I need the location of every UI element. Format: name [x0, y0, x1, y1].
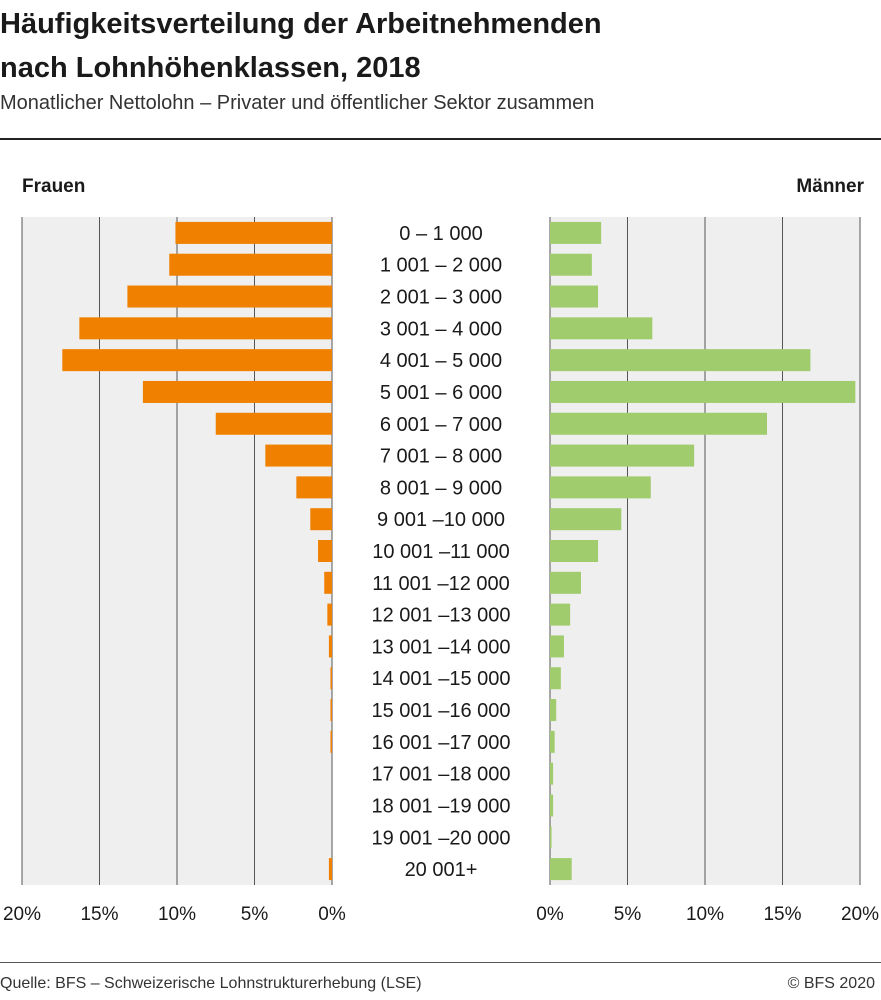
left-tick-label: 10%: [158, 904, 196, 925]
chart-title: Häufigkeitsverteilung der Arbeitnehmende…: [0, 8, 602, 84]
left-tick-label: 0%: [318, 904, 346, 925]
category-label: 6 001 – 7 000: [380, 414, 502, 436]
frauen-bar: [310, 508, 332, 531]
frauen-bar: [296, 476, 332, 499]
left-tick-label: 5%: [241, 904, 269, 925]
maenner-bar: [550, 317, 653, 340]
left-tick-label: 20%: [3, 904, 41, 925]
top-divider: [0, 138, 881, 140]
maenner-bar: [550, 221, 602, 244]
bottom-divider: [0, 962, 881, 963]
chart-subtitle: Monatlicher Nettolohn – Privater und öff…: [0, 92, 595, 114]
maenner-bar: [550, 635, 564, 658]
category-label: 11 001 –12 000: [372, 573, 510, 595]
category-label: 19 001 –20 000: [371, 827, 510, 849]
category-label: 9 001 –10 000: [377, 509, 505, 531]
frauen-bar: [215, 412, 332, 435]
frauen-bar: [175, 221, 332, 244]
category-label: 8 001 – 9 000: [380, 477, 502, 499]
category-label: 16 001 –17 000: [371, 732, 510, 754]
maenner-bar: [550, 540, 599, 562]
right-tick-label: 0%: [536, 904, 564, 925]
maenner-bar: [550, 444, 695, 467]
maenner-bar: [550, 380, 856, 403]
frauen-bar: [330, 667, 332, 690]
maenner-bar: [550, 858, 572, 881]
source-note: Quelle: BFS – Schweizerische Lohnstruktu…: [0, 975, 422, 992]
left-side-label: Frauen: [22, 176, 85, 197]
category-label: 2 001 – 3 000: [380, 287, 502, 309]
maenner-bar: [550, 476, 651, 499]
category-label: 4 001 – 5 000: [380, 350, 502, 372]
category-labels: 0 – 1 000 1 001 – 2 000 2 001 – 3 000 3 001…: [371, 223, 510, 881]
maenner-bar: [550, 699, 557, 722]
maenner-bar: [550, 667, 561, 690]
category-label: 10 001 –11 000: [372, 541, 510, 563]
frauen-bar: [79, 317, 332, 340]
right-side-label: Männer: [796, 176, 864, 197]
maenner-bar: [550, 508, 622, 531]
maenner-bar: [550, 603, 571, 626]
left-tick-label: 15%: [80, 904, 118, 925]
frauen-bar: [62, 349, 333, 372]
category-label: 12 001 –13 000: [371, 605, 510, 627]
frauen-panel: 20% 15% 10% 5% 0%: [3, 217, 346, 925]
maenner-panel: 0% 5% 10% 15% 20%: [536, 217, 879, 925]
category-label: 7 001 – 8 000: [380, 446, 502, 468]
maenner-bar: [550, 349, 811, 372]
right-tick-label: 5%: [614, 904, 642, 925]
frauen-bar: [328, 635, 332, 658]
maenner-bar: [550, 285, 599, 308]
frauen-bar: [127, 285, 333, 308]
maenner-bar: [550, 826, 552, 849]
category-label: 17 001 –18 000: [371, 764, 510, 786]
frauen-bar: [330, 730, 332, 753]
maenner-bar: [550, 253, 592, 276]
category-label: 1 001 – 2 000: [380, 255, 502, 277]
maenner-bar: [550, 762, 554, 785]
category-label: 0 – 1 000: [399, 223, 482, 245]
category-label: 14 001 –15 000: [371, 668, 510, 690]
population-pyramid-chart: Frauen Männer 20% 15% 10% 5% 0% 0% 5% 10% 15% 20…: [3, 176, 879, 925]
right-tick-label: 10%: [686, 904, 724, 925]
maenner-bar: [550, 412, 767, 435]
category-label: 5 001 – 6 000: [380, 382, 502, 404]
frauen-bar: [265, 444, 332, 467]
maenner-bar: [550, 794, 554, 817]
frauen-bar: [169, 253, 332, 276]
maenner-bar: [550, 730, 555, 753]
frauen-bar: [324, 571, 332, 594]
frauen-bar: [142, 380, 332, 403]
frauen-bar: [327, 603, 332, 626]
maenner-bar: [550, 571, 581, 594]
category-label: 20 001+: [405, 859, 478, 881]
copyright-note: © BFS 2020: [787, 975, 875, 992]
frauen-bar: [318, 540, 332, 562]
category-label: 13 001 –14 000: [371, 636, 510, 658]
right-tick-label: 15%: [763, 904, 801, 925]
frauen-bar: [328, 858, 332, 881]
frauen-bar: [330, 699, 332, 722]
category-label: 18 001 –19 000: [371, 795, 510, 817]
category-label: 15 001 –16 000: [371, 700, 510, 722]
category-label: 3 001 – 4 000: [380, 318, 502, 340]
right-tick-label: 20%: [841, 904, 879, 925]
